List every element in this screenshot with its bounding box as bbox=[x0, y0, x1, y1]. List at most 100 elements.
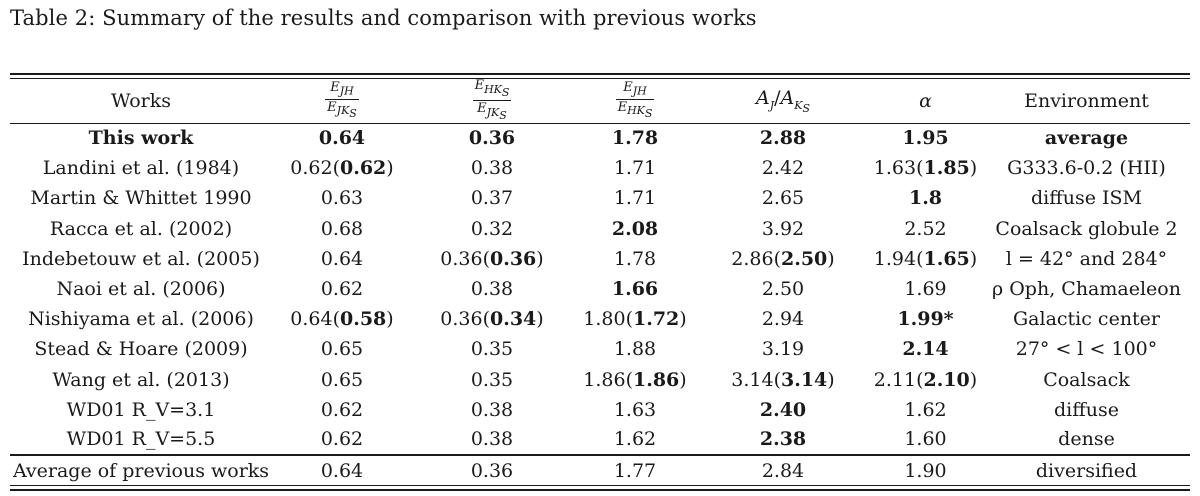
cell: 1.62 bbox=[613, 428, 657, 451]
table-row: Landini et al. (1984) 0.62(0.62) 0.38 1.… bbox=[10, 153, 1190, 183]
cell: diffuse ISM bbox=[1031, 187, 1142, 210]
cell: 0.62 bbox=[320, 428, 364, 451]
cell: 0.38 bbox=[470, 157, 514, 180]
cell: 1.77 bbox=[572, 454, 698, 486]
header-aj-aks: AJ/AKS bbox=[755, 86, 811, 115]
cell: Coalsack globule 2 bbox=[995, 217, 1178, 240]
cell: 0.36(0.34) bbox=[440, 308, 544, 331]
cell: l = 42° and 284° bbox=[1005, 247, 1168, 270]
cell: 0.38 bbox=[470, 278, 514, 301]
table-row: Stead & Hoare (2009) 0.65 0.35 1.88 3.19… bbox=[10, 334, 1190, 364]
cell: 0.64(0.58) bbox=[290, 308, 394, 331]
cell: diffuse bbox=[1054, 398, 1119, 421]
table-caption: Table 2: Summary of the results and comp… bbox=[10, 6, 757, 30]
header-ejh-ejks: EJH EJKS bbox=[325, 80, 359, 121]
cell: 0.38 bbox=[470, 428, 514, 451]
work-name: Stead & Hoare (2009) bbox=[34, 338, 248, 361]
top-rule bbox=[10, 73, 1190, 75]
work-name: Racca et al. (2002) bbox=[49, 217, 233, 240]
cell: 2.42 bbox=[761, 157, 805, 180]
cell: 2.52 bbox=[904, 217, 947, 240]
cell: 2.38 bbox=[759, 428, 807, 451]
table-row: WD01 R_V=5.5 0.62 0.38 1.62 2.38 1.60 de… bbox=[10, 425, 1190, 455]
cell: dense bbox=[1058, 428, 1115, 451]
table-row: Martin & Whittet 1990 0.63 0.37 1.71 2.6… bbox=[10, 183, 1190, 213]
work-name: Nishiyama et al. (2006) bbox=[28, 308, 254, 331]
cell: 1.69 bbox=[904, 278, 947, 301]
cell: 0.32 bbox=[470, 217, 514, 240]
bottom-rule bbox=[10, 489, 1190, 492]
work-name: WD01 R_V=3.1 bbox=[66, 398, 216, 421]
cell: 1.99* bbox=[897, 308, 954, 331]
cell: 0.36(0.36) bbox=[440, 247, 544, 270]
cell: 2.50 bbox=[761, 278, 805, 301]
results-table: Works EJH EJKS EHKS EJKS EJH EHKS AJ/AKS α … bbox=[10, 79, 1190, 486]
cell: 0.62 bbox=[320, 278, 364, 301]
cell: 1.71 bbox=[613, 157, 657, 180]
work-name: Indebetouw et al. (2005) bbox=[22, 247, 260, 270]
cell: 0.35 bbox=[470, 338, 514, 361]
work-name: This work bbox=[88, 127, 194, 150]
work-name: WD01 R_V=5.5 bbox=[66, 428, 216, 451]
cell: 1.78 bbox=[613, 247, 657, 270]
header-row: Works EJH EJKS EHKS EJKS EJH EHKS AJ/AKS α … bbox=[10, 79, 1190, 123]
bottom-rule-inner bbox=[10, 485, 1190, 487]
cell: 1.86(1.86) bbox=[583, 368, 687, 391]
table-row: WD01 R_V=3.1 0.62 0.38 1.63 2.40 1.62 di… bbox=[10, 395, 1190, 425]
table-row: Racca et al. (2002) 0.68 0.32 2.08 3.92 … bbox=[10, 214, 1190, 244]
cell: 1.90 bbox=[868, 454, 983, 486]
cell: 1.60 bbox=[904, 428, 947, 451]
cell: average bbox=[1044, 127, 1129, 150]
cell: 0.35 bbox=[470, 368, 514, 391]
cell: 0.36 bbox=[468, 127, 516, 150]
work-name: Wang et al. (2013) bbox=[52, 368, 230, 391]
cell: 0.36 bbox=[412, 454, 572, 486]
cell: 2.94 bbox=[761, 308, 805, 331]
table-row: Nishiyama et al. (2006) 0.64(0.58) 0.36(… bbox=[10, 304, 1190, 334]
work-name: Martin & Whittet 1990 bbox=[30, 187, 252, 210]
cell: 2.14 bbox=[902, 338, 949, 361]
table-body: This work 0.64 0.36 1.78 2.88 1.95 avera… bbox=[10, 122, 1190, 486]
cell: 0.62(0.62) bbox=[290, 157, 394, 180]
header-ejh-ehks: EJH EHKS bbox=[615, 80, 655, 121]
cell: 1.63(1.85) bbox=[873, 157, 978, 180]
cell: 0.63 bbox=[320, 187, 364, 210]
cell: 2.88 bbox=[759, 127, 807, 150]
cell: diversified bbox=[983, 454, 1190, 486]
cell: 27° < l < 100° bbox=[1015, 338, 1158, 361]
cell: 3.92 bbox=[761, 217, 805, 240]
work-name: Naoi et al. (2006) bbox=[56, 278, 226, 301]
header-environment: Environment bbox=[1024, 89, 1149, 112]
cell: 2.86(2.50) bbox=[731, 247, 835, 270]
cell: 1.8 bbox=[908, 187, 943, 210]
cell: 1.62 bbox=[904, 398, 947, 421]
cell: 0.64 bbox=[320, 247, 364, 270]
cell: 3.14(3.14) bbox=[731, 368, 835, 391]
cell: ρ Oph, Chamaeleon bbox=[992, 278, 1181, 301]
cell: 1.80(1.72) bbox=[583, 308, 687, 331]
cell: 1.78 bbox=[611, 127, 659, 150]
cell: 1.66 bbox=[611, 278, 659, 301]
cell: 1.63 bbox=[613, 398, 657, 421]
work-name: Average of previous works bbox=[10, 454, 272, 486]
header-works: Works bbox=[110, 89, 172, 112]
header-alpha: α bbox=[919, 89, 932, 112]
table-row: Naoi et al. (2006) 0.62 0.38 1.66 2.50 1… bbox=[10, 274, 1190, 304]
cell: 3.19 bbox=[761, 338, 805, 361]
cell: 0.68 bbox=[320, 217, 364, 240]
cell: 1.71 bbox=[613, 187, 657, 210]
table-row: This work 0.64 0.36 1.78 2.88 1.95 avera… bbox=[10, 122, 1190, 154]
cell: Coalsack bbox=[1043, 368, 1130, 391]
results-table-container: Works EJH EJKS EHKS EJKS EJH EHKS AJ/AKS α … bbox=[10, 73, 1190, 492]
cell: 0.64 bbox=[272, 454, 412, 486]
cell: 1.88 bbox=[613, 338, 657, 361]
table-row: Wang et al. (2013) 0.65 0.35 1.86(1.86) … bbox=[10, 365, 1190, 395]
cell: 2.84 bbox=[698, 454, 868, 486]
cell: Galactic center bbox=[1012, 308, 1161, 331]
work-name: Landini et al. (1984) bbox=[42, 157, 240, 180]
cell: 0.65 bbox=[320, 338, 364, 361]
cell: 1.95 bbox=[902, 127, 949, 150]
cell: 0.65 bbox=[320, 368, 364, 391]
cell: G333.6-0.2 (HII) bbox=[1007, 157, 1166, 180]
cell: 0.37 bbox=[470, 187, 514, 210]
